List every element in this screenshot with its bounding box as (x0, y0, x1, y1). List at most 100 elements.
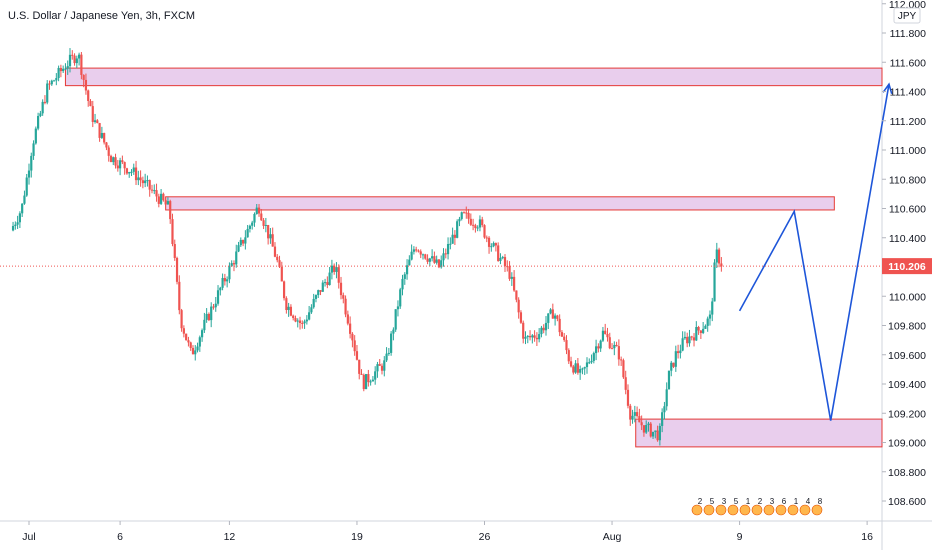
candle-body (542, 327, 545, 331)
candle-body (342, 295, 345, 299)
event-count-label: 6 (782, 497, 787, 506)
candle-body (18, 213, 21, 223)
candle-body (333, 265, 336, 272)
candle-body (223, 277, 226, 282)
candle-body (271, 234, 274, 247)
candle-body (654, 430, 657, 432)
candle-body (554, 315, 557, 319)
candle-body (540, 327, 543, 335)
candle-body (565, 340, 568, 351)
candle-body (492, 243, 495, 247)
price-tick-label: 110.400 (889, 233, 926, 245)
candle-body (276, 256, 279, 261)
candle-body (244, 237, 247, 244)
candle-body (408, 259, 411, 266)
candle-body (46, 83, 49, 103)
candle-body (27, 170, 31, 178)
candle-body (228, 266, 231, 280)
candle-body (569, 361, 573, 367)
candle-body (100, 133, 103, 138)
candle-body (608, 337, 611, 349)
event-flag-icon (775, 504, 787, 516)
candle-body (292, 315, 295, 319)
candle-body (533, 335, 536, 338)
candle-body (576, 363, 579, 373)
candle-body (399, 289, 402, 307)
candle-body (358, 359, 361, 374)
candle-body (622, 360, 625, 378)
event-flag-icon (751, 504, 763, 516)
candle-body (96, 120, 99, 124)
candle-body (538, 334, 541, 340)
candle-body (601, 330, 605, 341)
candle-body (713, 262, 716, 302)
candle-body (52, 80, 56, 82)
candle-body (166, 201, 170, 205)
candle-body (150, 189, 154, 191)
candle-body (390, 333, 393, 353)
candle-body (14, 224, 17, 226)
candle-body (305, 319, 308, 322)
candle-body (294, 318, 297, 322)
candle-body (631, 415, 634, 420)
currency-badge (893, 7, 921, 24)
candle-body (285, 298, 288, 311)
event-flag-icon (691, 504, 703, 516)
candle-body (380, 365, 384, 371)
candle-body (469, 218, 472, 225)
candle-body (419, 251, 422, 255)
event-count-label: 2 (698, 497, 703, 506)
candle-body (635, 412, 639, 417)
candle-body (171, 219, 174, 245)
candle-body (335, 267, 338, 272)
candle-body (403, 274, 406, 279)
candle-body (519, 312, 523, 323)
candle-body (624, 377, 627, 390)
candle-body (665, 389, 668, 407)
candle-body (387, 352, 390, 354)
candle-body (510, 276, 513, 279)
candle-body (128, 172, 131, 174)
candle-body (690, 336, 693, 338)
candle-body (310, 307, 313, 313)
candle-body (337, 267, 340, 283)
price-tick-label: 109.400 (888, 379, 926, 391)
price-tick-label: 111.000 (890, 145, 927, 157)
candle-body (162, 193, 165, 201)
candle-body (572, 366, 575, 373)
candle-body (116, 165, 119, 169)
candle-body (80, 54, 83, 75)
candle-body (55, 78, 58, 81)
candle-body (613, 344, 616, 349)
candle-body (153, 190, 156, 192)
candle-body (137, 177, 140, 181)
candle-body (346, 314, 349, 324)
candle-body (440, 260, 443, 268)
candle-body (269, 234, 272, 239)
candle-body (460, 212, 463, 219)
candle-body (16, 222, 19, 225)
event-flag-icon (799, 504, 811, 516)
candle-body (663, 406, 666, 413)
candle-body (501, 257, 504, 259)
candle-body (123, 162, 126, 169)
candle-body (581, 368, 584, 370)
candle-body (497, 245, 500, 261)
candle-body (421, 254, 425, 256)
event-count-label: 5 (710, 497, 715, 506)
candle-body (449, 243, 452, 245)
candle-body (89, 100, 92, 107)
candle-body (246, 228, 249, 238)
current-price-label: 110.206 (888, 261, 926, 273)
price-tick-label: 111.600 (890, 57, 927, 69)
candle-body (93, 120, 97, 122)
event-count-label: 1 (794, 497, 799, 506)
candle-body (444, 253, 447, 255)
candle-body (499, 257, 502, 261)
price-tick-label: 110.600 (889, 204, 926, 216)
candle-body (157, 196, 160, 204)
candle-body (187, 340, 190, 343)
candle-body (182, 328, 185, 334)
candle-body (353, 340, 356, 352)
time-tick-label: 12 (224, 531, 236, 543)
